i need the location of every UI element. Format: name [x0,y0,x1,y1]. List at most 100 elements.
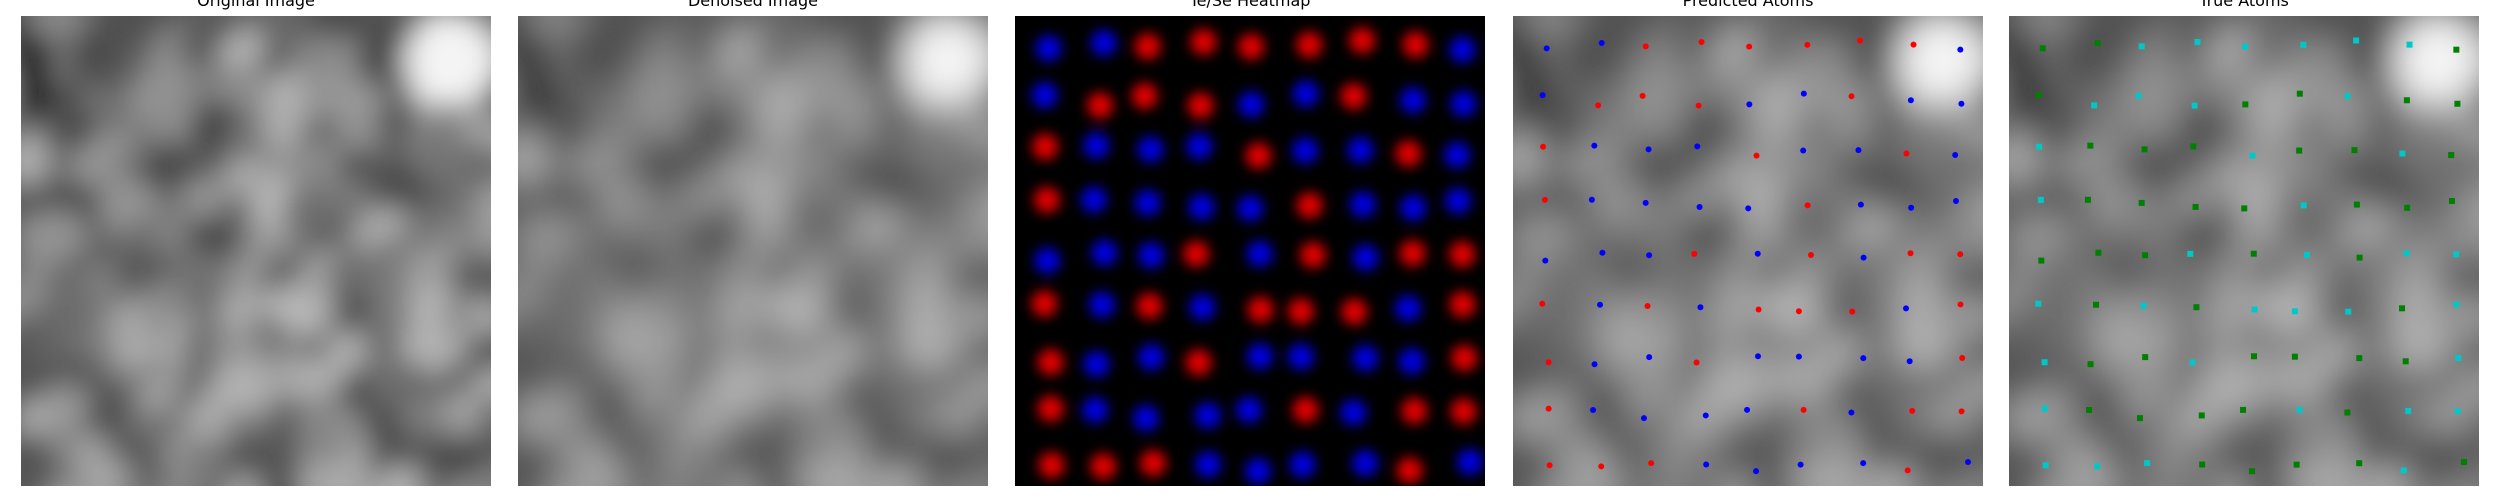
heat-dot [1287,298,1314,325]
true-atom [2351,147,2358,154]
heat-dot [1038,452,1065,479]
blob [2426,434,2479,486]
true-atom [2039,45,2046,52]
true-atom [2403,250,2410,257]
predicted-atom [1910,41,1917,48]
true-atom [2291,308,2298,315]
heat-dot [1289,451,1316,478]
heat-dot [1237,195,1264,222]
predicted-atom [1539,300,1546,307]
blob [974,220,988,257]
heat-dot [1395,140,1422,167]
predicted-atom [1746,101,1753,108]
heat-dot [1187,92,1214,119]
true-atom [2138,199,2145,206]
true-atom [2138,43,2145,50]
true-atom [2242,43,2249,50]
blob [679,176,724,220]
heat-dot [1185,349,1212,376]
predicted-atom [1590,406,1597,413]
heat-dot [1399,240,1426,267]
heat-dot [1352,244,1379,271]
true-atom [2403,97,2410,104]
true-atom [2187,250,2194,257]
predicted-atom [1903,305,1910,312]
heat-dot [1236,396,1263,423]
predicted-atom [1599,249,1606,256]
blob [68,28,123,83]
heat-dot [1247,296,1274,323]
true-atom [2192,203,2199,210]
blob [1526,209,1580,263]
blob [918,478,951,486]
dark-corner [518,36,548,116]
true-atom [2035,92,2042,99]
predicted-atom [1695,102,1702,109]
blob [2460,460,2479,486]
blob [565,28,620,83]
true-atom [2093,301,2100,308]
predicted-atom [1860,355,1867,362]
blob [1672,283,1719,330]
blob [2101,329,2148,376]
heat-dot [1296,31,1323,58]
blob [1536,77,1576,117]
predicted-atom [1957,251,1964,258]
blob [1969,395,1983,435]
predicted-atom [1797,461,1804,468]
blob [1969,220,1983,257]
blob [2329,481,2358,486]
true-atom [2448,197,2455,204]
heat-dot [1450,398,1477,425]
heat-dot [1188,193,1215,220]
blob [1610,479,1640,486]
panel [2009,16,2479,486]
blob [2427,139,2479,202]
true-atom [2199,461,2206,468]
blob [140,140,199,199]
predicted-atom [1909,407,1916,414]
true-atom [2454,100,2461,107]
predicted-atom [1755,306,1762,313]
blob [2009,134,2040,187]
heat-dot [1190,29,1217,56]
predicted-atom [1807,251,1814,258]
predicted-atom [1952,152,1959,159]
blob [1615,213,1657,255]
predicted-atom [1744,406,1751,413]
true-atom [2036,143,2043,150]
true-atom [2193,304,2200,311]
blob [44,77,84,117]
heat-dot [1091,239,1118,266]
true-atom [2038,257,2045,264]
predicted-atom [1908,204,1915,211]
blob [2409,478,2442,486]
blob [264,396,309,440]
blob [564,141,618,196]
heat-dot [1449,36,1476,63]
predicted-atom [1857,37,1864,44]
blob [438,434,491,486]
blob [2128,140,2187,199]
blob [558,485,567,486]
true-atom [2402,358,2409,365]
blob [2386,389,2437,439]
blob [1787,461,1838,486]
blob [1574,459,1629,486]
bright-spot [406,16,491,106]
predicted-atom [1694,143,1701,150]
true-atom [2140,302,2147,309]
blob [637,140,696,199]
heat-dot [1189,294,1216,321]
blob [182,176,227,220]
predicted-atom [1642,199,1649,206]
heat-dot [1292,80,1319,107]
true-atom [2189,359,2196,366]
heat-dot [1238,91,1265,118]
texture [21,16,491,486]
true-atom [2345,308,2352,315]
panel-content [518,16,988,486]
blob [1930,434,1983,486]
predicted-atom [1691,250,1698,257]
blob [478,258,491,295]
